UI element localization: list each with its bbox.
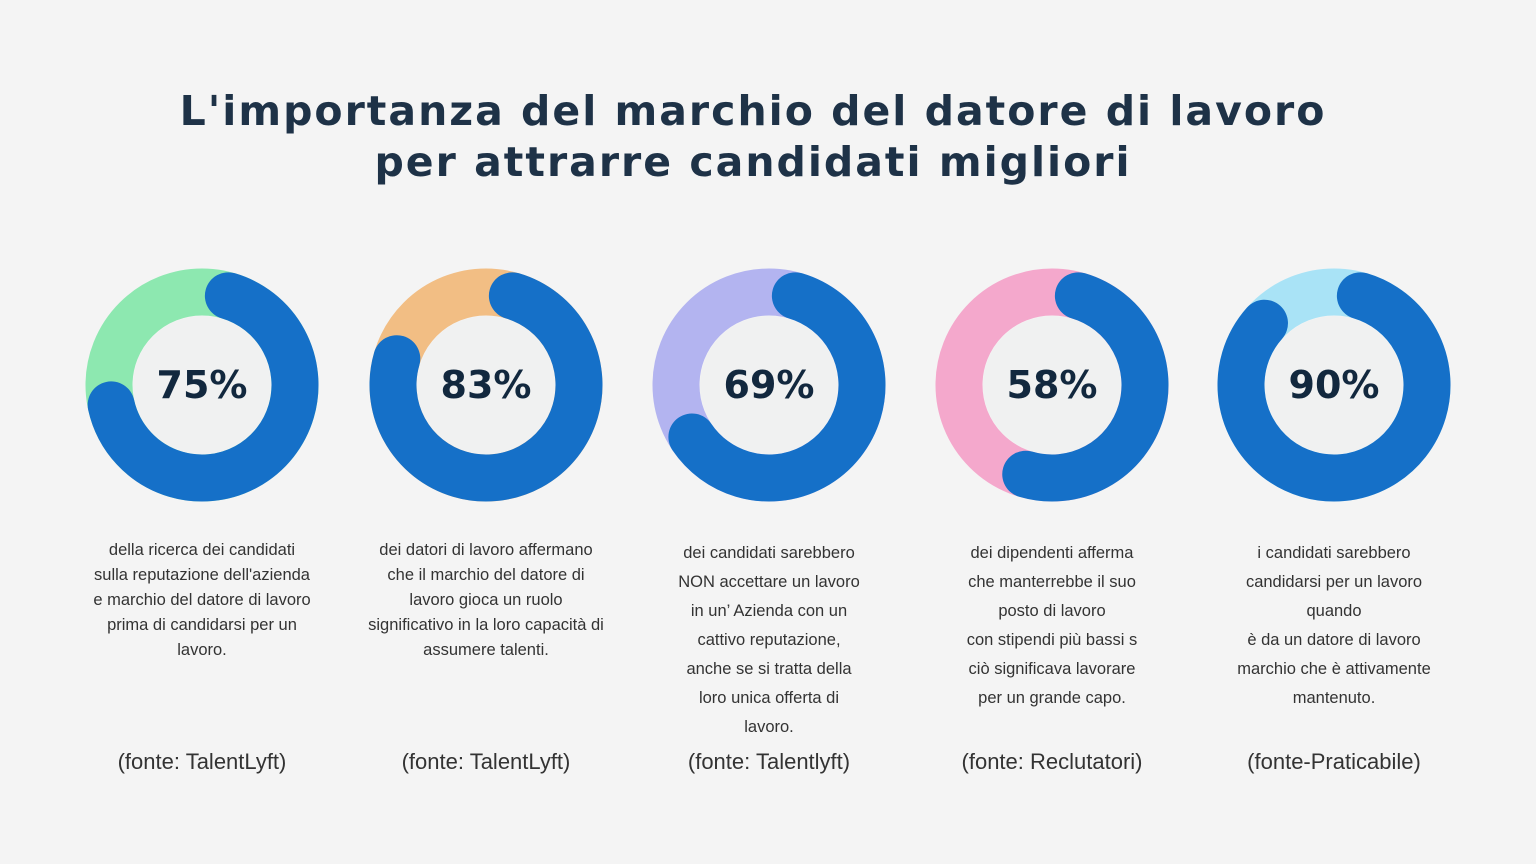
donut-chart xyxy=(1217,268,1451,502)
percentage-label: 83% xyxy=(440,363,532,407)
description-line: per un grande capo. xyxy=(978,689,1126,707)
description-line: dei candidati sarebbero xyxy=(683,544,855,562)
description-line: è da un datore di lavoro xyxy=(1247,631,1421,649)
description: dei dipendenti afferma che manterrebbe il… xyxy=(906,539,1198,713)
donut-center xyxy=(983,316,1121,454)
donut-chart xyxy=(85,268,319,502)
description-line: che manterrebbe il suo xyxy=(968,573,1136,591)
description-line: cattivo reputazione, xyxy=(697,631,841,649)
description-line: prima di candidarsi per un xyxy=(107,616,297,634)
source-label: (fonte: Talentlyft) xyxy=(687,749,851,774)
description-line: della ricerca dei candidati xyxy=(108,541,296,559)
donut-chart xyxy=(652,268,886,502)
description-line: sulla reputazione dell'azienda xyxy=(94,566,310,584)
percentage-label: 90% xyxy=(1288,363,1380,407)
donut-value-arc xyxy=(935,268,1169,502)
title-line-2: per attrarre candidati migliori xyxy=(374,138,1132,186)
description: della ricerca dei candidati sulla reputaz… xyxy=(56,538,348,663)
description-line: NON accettare un lavoro xyxy=(678,573,860,591)
description: i candidati sarebbero candidarsi per un l… xyxy=(1188,539,1480,713)
description-line: lavoro. xyxy=(177,641,227,659)
source-label: (fonte: TalentLyft) xyxy=(117,749,287,774)
description-line: assumere talenti. xyxy=(423,641,549,659)
donut-value-arc xyxy=(1217,268,1451,502)
description-line: loro unica offerta di xyxy=(698,689,840,707)
description-line: con stipendi più bassi s xyxy=(966,631,1138,649)
percentage-label: 75% xyxy=(156,363,248,407)
page-title: L'importanza del marchio del datore di l… xyxy=(0,86,1506,188)
description-line: posto di lavoro xyxy=(998,602,1106,620)
donut-center xyxy=(133,316,271,454)
source-label: (fonte-Praticabile) xyxy=(1247,749,1421,774)
description-line: e marchio del datore di lavoro xyxy=(93,591,311,609)
donut-center xyxy=(417,316,555,454)
description-line: dei dipendenti afferma xyxy=(970,544,1134,562)
donut-value-arc xyxy=(85,268,319,502)
description-line: ciò significava lavorare xyxy=(968,660,1136,678)
description-line: quando xyxy=(1306,602,1362,620)
source-label: (fonte: TalentLyft) xyxy=(401,749,571,774)
description-line: in un’ Azienda con un xyxy=(690,602,848,620)
description-line: che il marchio del datore di xyxy=(387,566,585,584)
donut-value-arc xyxy=(369,268,603,502)
description-line: significativo in la loro capacità di xyxy=(368,616,604,634)
donut-chart xyxy=(935,268,1169,502)
donut-value-arc xyxy=(652,268,886,502)
title-line-1: L'importanza del marchio del datore di l… xyxy=(179,87,1327,135)
description: dei candidati sarebbero NON accettare un … xyxy=(623,539,915,742)
description-line: marchio che è attivamente xyxy=(1237,660,1431,678)
percentage-label: 69% xyxy=(723,363,815,407)
description-line: lavoro gioca un ruolo xyxy=(409,591,563,609)
description-line: lavoro. xyxy=(744,718,794,736)
percentage-label: 58% xyxy=(1006,363,1098,407)
donut-center xyxy=(700,316,838,454)
donut-chart xyxy=(369,268,603,502)
description-line: candidarsi per un lavoro xyxy=(1245,573,1423,591)
description-line: mantenuto. xyxy=(1292,689,1376,707)
description-line: anche se si tratta della xyxy=(686,660,852,678)
donut-center xyxy=(1265,316,1403,454)
description: dei datori di lavoro affermano che il mar… xyxy=(340,538,632,663)
description-line: i candidati sarebbero xyxy=(1257,544,1411,562)
description-line: dei datori di lavoro affermano xyxy=(379,541,593,559)
source-label: (fonte: Reclutatori) xyxy=(961,749,1143,774)
